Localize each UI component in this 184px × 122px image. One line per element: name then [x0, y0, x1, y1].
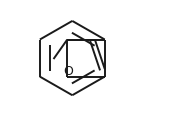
Text: O: O — [63, 65, 73, 78]
